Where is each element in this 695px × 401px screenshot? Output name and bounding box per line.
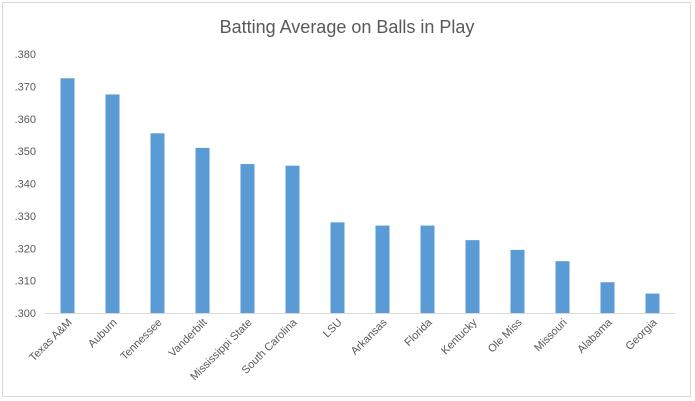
y-tick-label: .330 xyxy=(15,211,36,223)
x-tick-label: Kentucky xyxy=(439,316,480,357)
y-tick-label: .320 xyxy=(15,243,36,255)
y-tick-label: .380 xyxy=(15,49,36,61)
bar xyxy=(60,78,75,313)
x-tick-label: Missouri xyxy=(532,317,569,354)
x-tick-label: Ole Miss xyxy=(486,316,525,355)
y-tick-label: .300 xyxy=(15,308,36,320)
bar xyxy=(195,147,210,313)
y-tick-label: .310 xyxy=(15,276,36,288)
x-tick-label: Alabama xyxy=(575,316,615,356)
bar xyxy=(240,164,255,313)
y-tick-label: .350 xyxy=(15,146,36,158)
y-tick-label: .370 xyxy=(15,81,36,93)
x-tick-label: LSU xyxy=(321,317,345,341)
bar xyxy=(105,94,120,313)
x-tick-label: Vanderbilt xyxy=(167,317,210,360)
bar xyxy=(150,133,165,313)
x-tick-label: Auburn xyxy=(86,317,120,351)
x-tick-label: Texas A&M xyxy=(27,317,74,364)
bar-series xyxy=(60,78,660,313)
bar xyxy=(555,261,570,313)
bar xyxy=(375,225,390,313)
bar xyxy=(510,249,525,313)
y-tick-label: .360 xyxy=(15,114,36,126)
bar xyxy=(465,240,480,313)
x-tick-label: Arkansas xyxy=(349,316,390,357)
x-tick-label: Tennessee xyxy=(119,317,165,363)
bar xyxy=(645,293,660,313)
y-tick-label: .340 xyxy=(15,179,36,191)
y-axis: .300 .310 .320 .330 .340 .350 .360 .370 .380 xyxy=(15,49,36,320)
chart-title: Batting Average on Balls in Play xyxy=(220,17,475,37)
bar xyxy=(330,222,345,313)
x-tick-label: Florida xyxy=(402,316,435,349)
bar xyxy=(285,165,300,313)
x-tick-label: Georgia xyxy=(623,316,660,353)
bar xyxy=(600,282,615,313)
bar xyxy=(420,225,435,313)
